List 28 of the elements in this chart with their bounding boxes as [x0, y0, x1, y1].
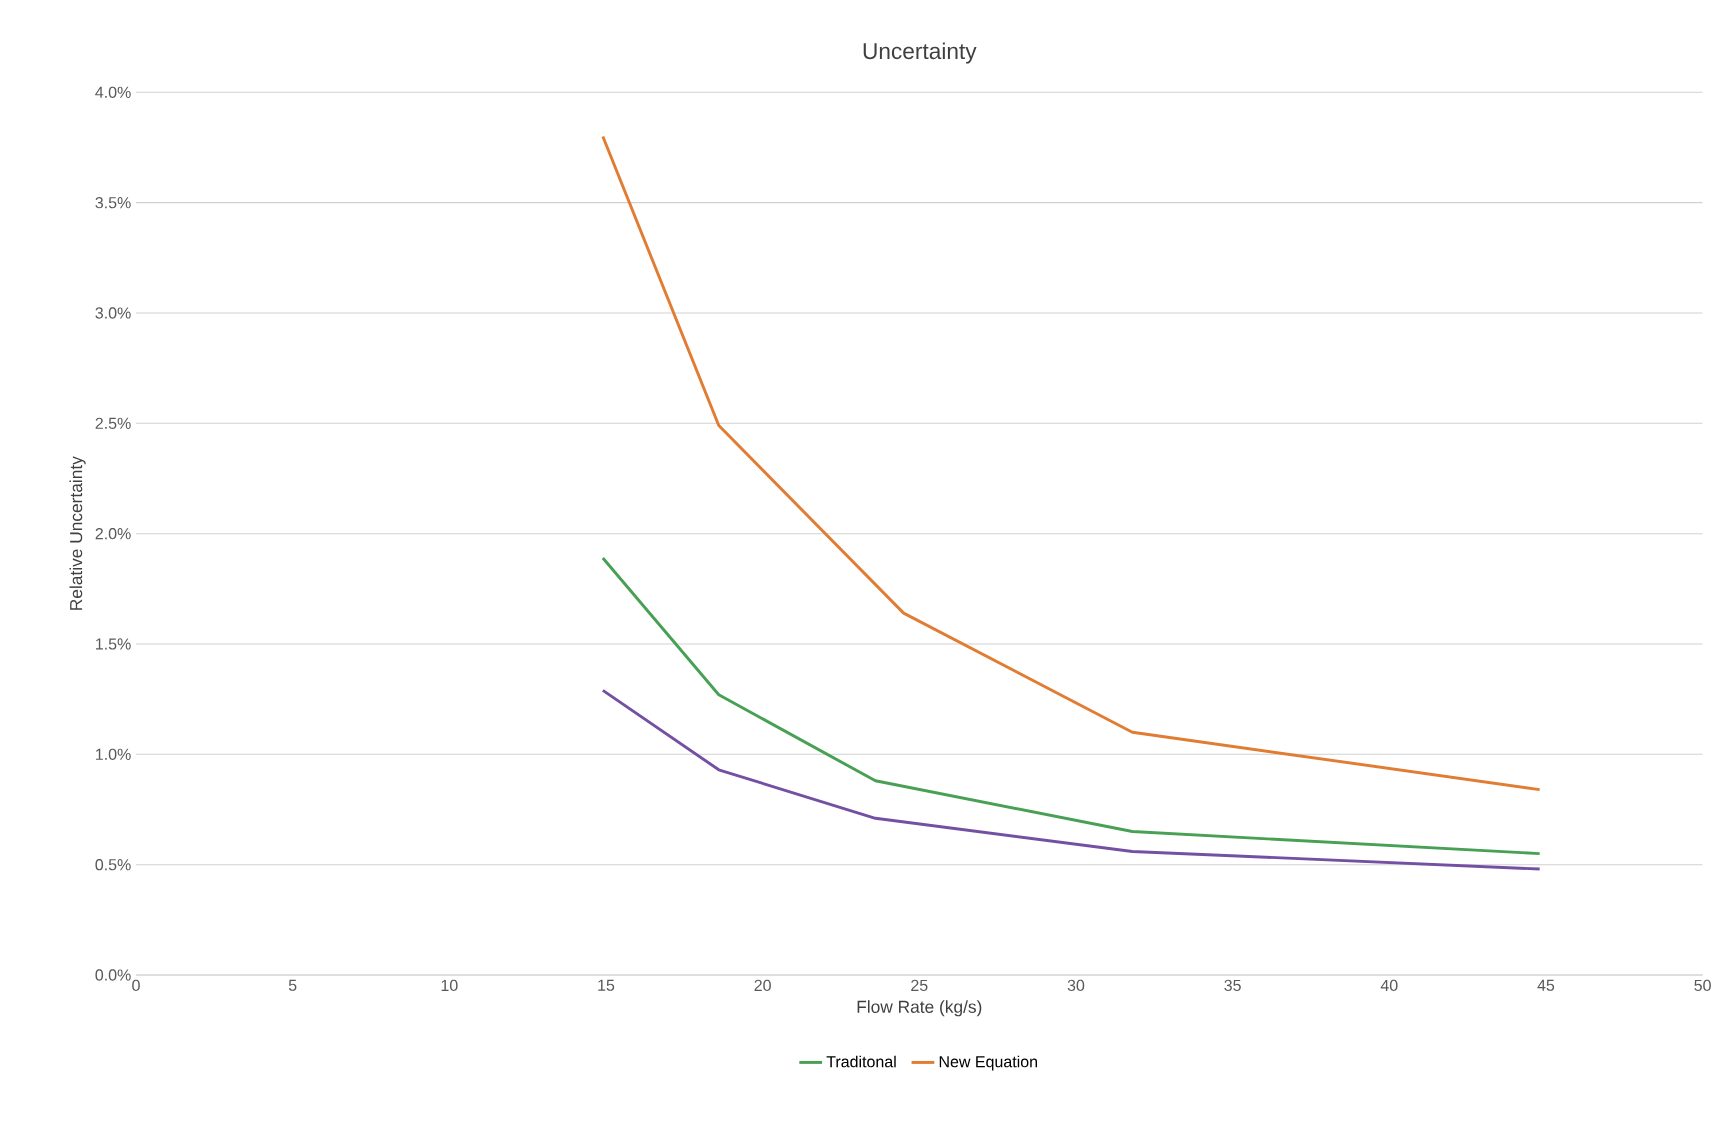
x-tick-label: 5: [288, 979, 297, 991]
x-tick-label: 40: [1380, 979, 1398, 992]
y-tick-label: 3.5%: [95, 197, 131, 209]
x-tick-label: 30: [1067, 979, 1085, 992]
y-tick-label: 0.5%: [95, 859, 131, 871]
x-tick-label: 45: [1537, 979, 1555, 991]
line-series: [601, 134, 1542, 792]
x-axis-title: Flow Rate (kg/s): [857, 1000, 982, 1017]
x-tick-label: 35: [1224, 979, 1241, 992]
legend-label: New Equation: [939, 1055, 1038, 1071]
x-tick-label: 0: [132, 979, 140, 992]
x-tick-label: 20: [754, 979, 771, 992]
legend-label: Traditonal: [826, 1055, 896, 1068]
x-tick-label: 15: [598, 979, 615, 991]
y-axis-title: Relative Uncertainty: [69, 456, 86, 610]
y-tick-label: 4.0%: [95, 86, 131, 98]
y-tick-label: 0.0%: [95, 969, 131, 981]
x-tick-label: 50: [1694, 979, 1711, 992]
x-tick-label: 25: [911, 979, 928, 992]
line-series: [601, 556, 1542, 856]
line-series: [601, 688, 1542, 871]
y-tick-label: 2.0%: [95, 528, 131, 540]
x-tick-label: 10: [441, 979, 458, 992]
y-tick-label: 2.5%: [95, 417, 131, 429]
chart-title: Uncertainty: [863, 42, 977, 64]
y-tick-label: 3.0%: [95, 307, 131, 319]
y-tick-label: 1.0%: [96, 748, 131, 760]
y-tick-label: 1.5%: [96, 638, 131, 650]
